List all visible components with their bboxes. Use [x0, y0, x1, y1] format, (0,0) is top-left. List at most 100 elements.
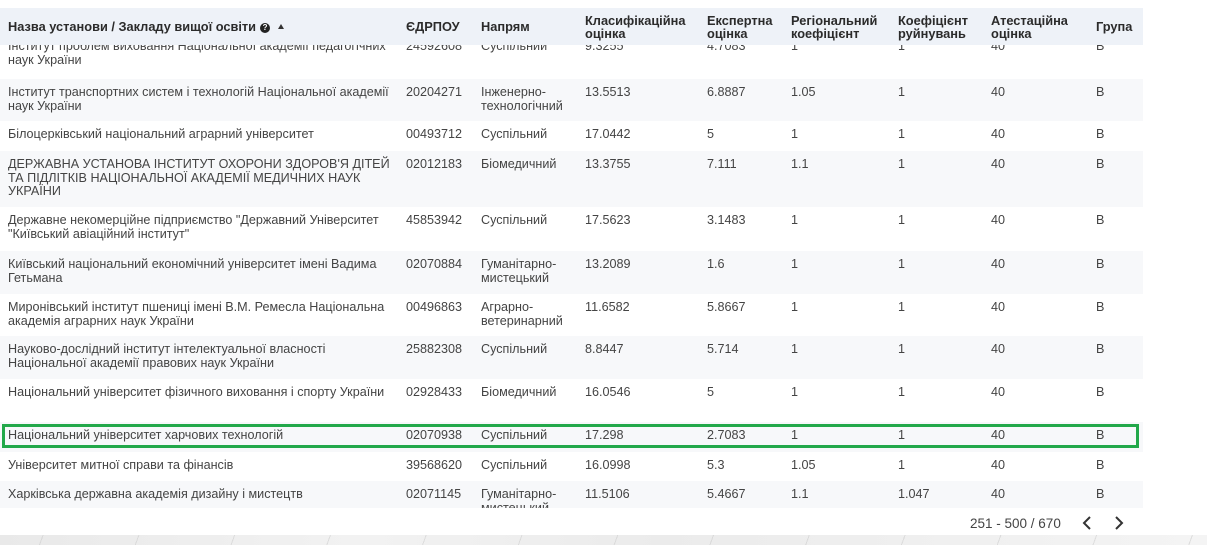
cell-group-text: B [1096, 127, 1105, 141]
cell-damage-text: 1.047 [898, 487, 930, 501]
table-row[interactable]: Харківська державна академія дизайну і м… [0, 481, 1143, 508]
cell-damage-text: 1 [898, 428, 906, 442]
table-row[interactable]: Університет митної справи та фінансів 395… [0, 452, 1143, 481]
cell-regional-text: 1 [791, 213, 799, 227]
cell-group: B [1088, 481, 1143, 508]
cell-expert-score-text: 5.4667 [707, 487, 746, 501]
cell-group-text: B [1096, 428, 1105, 442]
table-row[interactable]: Київський національний економічний уніве… [0, 251, 1143, 294]
cell-class-score: 11.6582 [577, 294, 699, 336]
cell-code-text: 25882308 [406, 342, 463, 356]
cell-class-score-text: 13.2089 [585, 257, 631, 271]
table-row[interactable]: Інститут проблем виховання Національної … [0, 45, 1143, 79]
cell-group: B [1088, 379, 1143, 422]
column-header-label: Назва установи / Закладу вищої освіти [8, 19, 257, 34]
cell-expert-score: 4.7083 [699, 45, 783, 79]
cell-expert-score: 5.4667 [699, 481, 783, 508]
cell-expert-score: 7.111 [699, 151, 783, 207]
cell-direction-text: Аграрно-ветеринарний [481, 300, 563, 328]
data-table-container[interactable]: Назва установи / Закладу вищої освіти? Є… [0, 8, 1143, 508]
cell-expert-score: 3.1483 [699, 207, 783, 251]
cell-regional-text: 1.1 [791, 157, 809, 171]
cell-regional-text: 1 [791, 127, 799, 141]
table-row[interactable]: Миронівський інститут пшениці імені В.М.… [0, 294, 1143, 336]
cell-attest: 40 [983, 251, 1088, 294]
table-row[interactable]: ДЕРЖАВНА УСТАНОВА ІНСТИТУТ ОХОРОНИ ЗДОРО… [0, 151, 1143, 207]
cell-damage: 1 [890, 452, 983, 481]
cell-name-text: Науково-дослідний інститут інтелектуальн… [8, 342, 326, 370]
cell-code: 00496863 [398, 294, 473, 336]
cell-group-text: B [1096, 487, 1105, 501]
cell-direction-text: Гуманітарно-мистецький [481, 257, 557, 285]
column-header-class-score[interactable]: Класифікаційна оцінка [585, 13, 686, 41]
cell-name: Київський національний економічний уніве… [0, 251, 398, 294]
cell-attest: 40 [983, 79, 1088, 121]
cell-damage: 1 [890, 207, 983, 251]
cell-attest-text: 40 [991, 213, 1006, 227]
column-header-attest[interactable]: Атестаційна оцінка [991, 13, 1068, 41]
cell-name-text: Національний університет фізичного вихов… [8, 385, 385, 399]
cell-name: Інститут транспортних систем і технологі… [0, 79, 398, 121]
cell-expert-score: 6.8887 [699, 79, 783, 121]
cell-name: Білоцерківський національний аграрний ун… [0, 121, 398, 151]
table-row[interactable]: Національний університет фізичного вихов… [0, 379, 1143, 422]
cell-attest-text: 40 [991, 300, 1006, 314]
cell-group: B [1088, 422, 1143, 452]
pagination: 251 - 500 / 670 [950, 510, 1131, 536]
column-header-group[interactable]: Група [1096, 19, 1133, 34]
table-row[interactable]: Національний університет харчових технол… [0, 422, 1143, 452]
cell-group: B [1088, 336, 1143, 379]
cell-code: 20204271 [398, 79, 473, 121]
cell-expert-score-text: 2.7083 [707, 428, 746, 442]
prev-page-button[interactable] [1075, 511, 1099, 535]
cell-class-score-text: 17.0442 [585, 127, 631, 141]
cell-damage-text: 1 [898, 85, 906, 99]
cell-name: Миронівський інститут пшениці імені В.М.… [0, 294, 398, 336]
cell-regional: 1.1 [783, 151, 890, 207]
cell-group: B [1088, 45, 1143, 79]
cell-group-text: B [1096, 342, 1105, 356]
cell-name: ДЕРЖАВНА УСТАНОВА ІНСТИТУТ ОХОРОНИ ЗДОРО… [0, 151, 398, 207]
help-circle-icon[interactable]: ? [260, 23, 271, 33]
cell-direction-text: Суспільний [481, 428, 548, 442]
sort-up-icon[interactable] [278, 24, 285, 29]
cell-expert-score-text: 5 [707, 385, 715, 399]
cell-name: Харківська державна академія дизайну і м… [0, 481, 398, 508]
cell-name: Університет митної справи та фінансів [0, 452, 398, 481]
column-header-damage[interactable]: Коефіцієнт руйнувань [898, 13, 968, 41]
cell-code: 39568620 [398, 452, 473, 481]
cell-damage-text: 1 [898, 458, 906, 472]
cell-attest-text: 40 [991, 257, 1006, 271]
table-body: Інститут проблем виховання Національної … [0, 45, 1143, 508]
cell-direction: Суспільний [473, 207, 577, 251]
column-header-direction[interactable]: Напрям [481, 19, 530, 34]
cell-code: 25882308 [398, 336, 473, 379]
column-header-code[interactable]: ЄДРПОУ [406, 19, 460, 34]
cell-group-text: B [1096, 300, 1105, 314]
cell-code: 02928433 [398, 379, 473, 422]
cell-code-text: 39568620 [406, 458, 463, 472]
chevron-left-icon [1082, 516, 1091, 530]
table-row[interactable]: Інститут транспортних систем і технологі… [0, 79, 1143, 121]
table-row[interactable]: Державне некомерційне підприємство "Держ… [0, 207, 1143, 251]
cell-regional-text: 1 [791, 385, 799, 399]
cell-regional-text: 1 [791, 45, 799, 53]
cell-direction-text: Суспільний [481, 213, 548, 227]
cell-name: Національний університет фізичного вихов… [0, 379, 398, 422]
cell-expert-score: 5 [699, 379, 783, 422]
cell-regional: 1.05 [783, 452, 890, 481]
table-row[interactable]: Білоцерківський національний аграрний ун… [0, 121, 1143, 151]
column-header-expert-score[interactable]: Експертна оцінка [707, 13, 773, 41]
cell-group: B [1088, 251, 1143, 294]
next-page-button[interactable] [1107, 511, 1131, 535]
cell-code-text: 02012183 [406, 157, 463, 171]
table-row[interactable]: Науково-дослідний інститут інтелектуальн… [0, 336, 1143, 379]
column-header-name[interactable]: Назва установи / Закладу вищої освіти? [0, 8, 398, 45]
column-header-regional[interactable]: Регіональний коефіцієнт [791, 13, 878, 41]
cell-class-score-text: 13.3755 [585, 157, 631, 171]
cell-expert-score-text: 4.7083 [707, 45, 746, 53]
cell-code-text: 02928433 [406, 385, 463, 399]
cell-direction: Біомедичний [473, 151, 577, 207]
cell-direction-text: Суспільний [481, 458, 548, 472]
cell-class-score: 16.0546 [577, 379, 699, 422]
